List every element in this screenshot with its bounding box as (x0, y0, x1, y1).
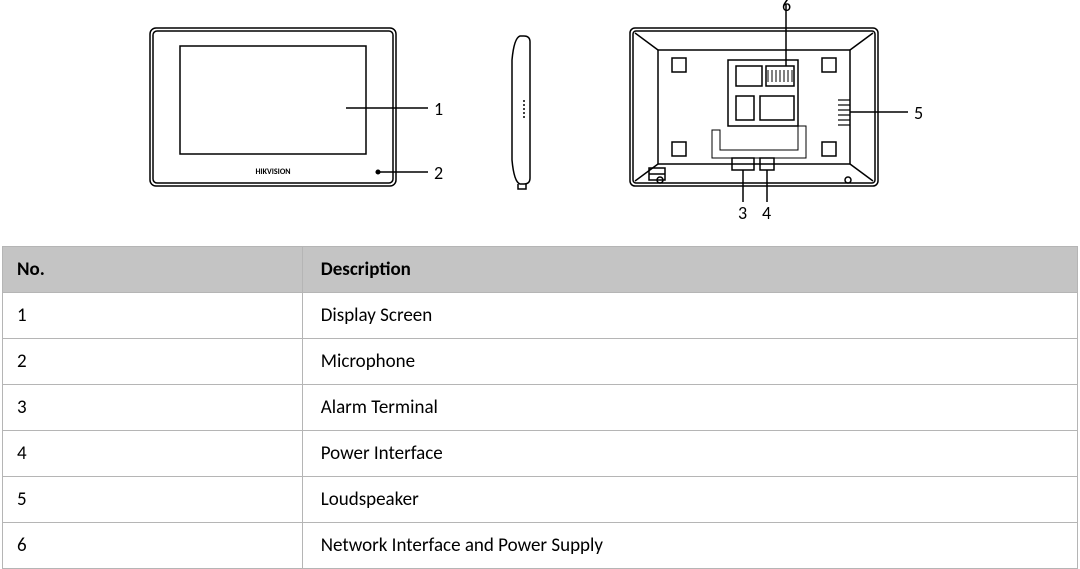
table-header-row: No. Description (3, 247, 1078, 293)
cell-no: 1 (3, 293, 303, 339)
callout-2: 2 (434, 162, 443, 184)
table-row: 1 Display Screen (3, 293, 1078, 339)
svg-text:HIKVISION: HIKVISION (255, 167, 290, 177)
table-row: 5 Loudspeaker (3, 477, 1078, 523)
table-row: 6 Network Interface and Power Supply (3, 523, 1078, 569)
page-container: HIKVISION (0, 0, 1080, 569)
cell-desc: Display Screen (302, 293, 1077, 339)
header-no: No. (3, 247, 303, 293)
callout-1: 1 (434, 98, 443, 120)
cell-no: 4 (3, 431, 303, 477)
diagram-area: HIKVISION (0, 0, 1080, 230)
table-row: 4 Power Interface (3, 431, 1078, 477)
cell-desc: Loudspeaker (302, 477, 1077, 523)
table-row: 3 Alarm Terminal (3, 385, 1078, 431)
cell-no: 3 (3, 385, 303, 431)
callout-4: 4 (762, 202, 771, 224)
table-row: 2 Microphone (3, 339, 1078, 385)
cell-desc: Alarm Terminal (302, 385, 1077, 431)
cell-no: 6 (3, 523, 303, 569)
cell-desc: Microphone (302, 339, 1077, 385)
callout-5: 5 (914, 102, 923, 124)
cell-no: 5 (3, 477, 303, 523)
cell-desc: Network Interface and Power Supply (302, 523, 1077, 569)
callout-3: 3 (738, 202, 747, 224)
parts-table: No. Description 1 Display Screen 2 Micro… (2, 246, 1078, 569)
header-desc: Description (302, 247, 1077, 293)
callout-6: 6 (782, 0, 791, 16)
cell-no: 2 (3, 339, 303, 385)
cell-desc: Power Interface (302, 431, 1077, 477)
